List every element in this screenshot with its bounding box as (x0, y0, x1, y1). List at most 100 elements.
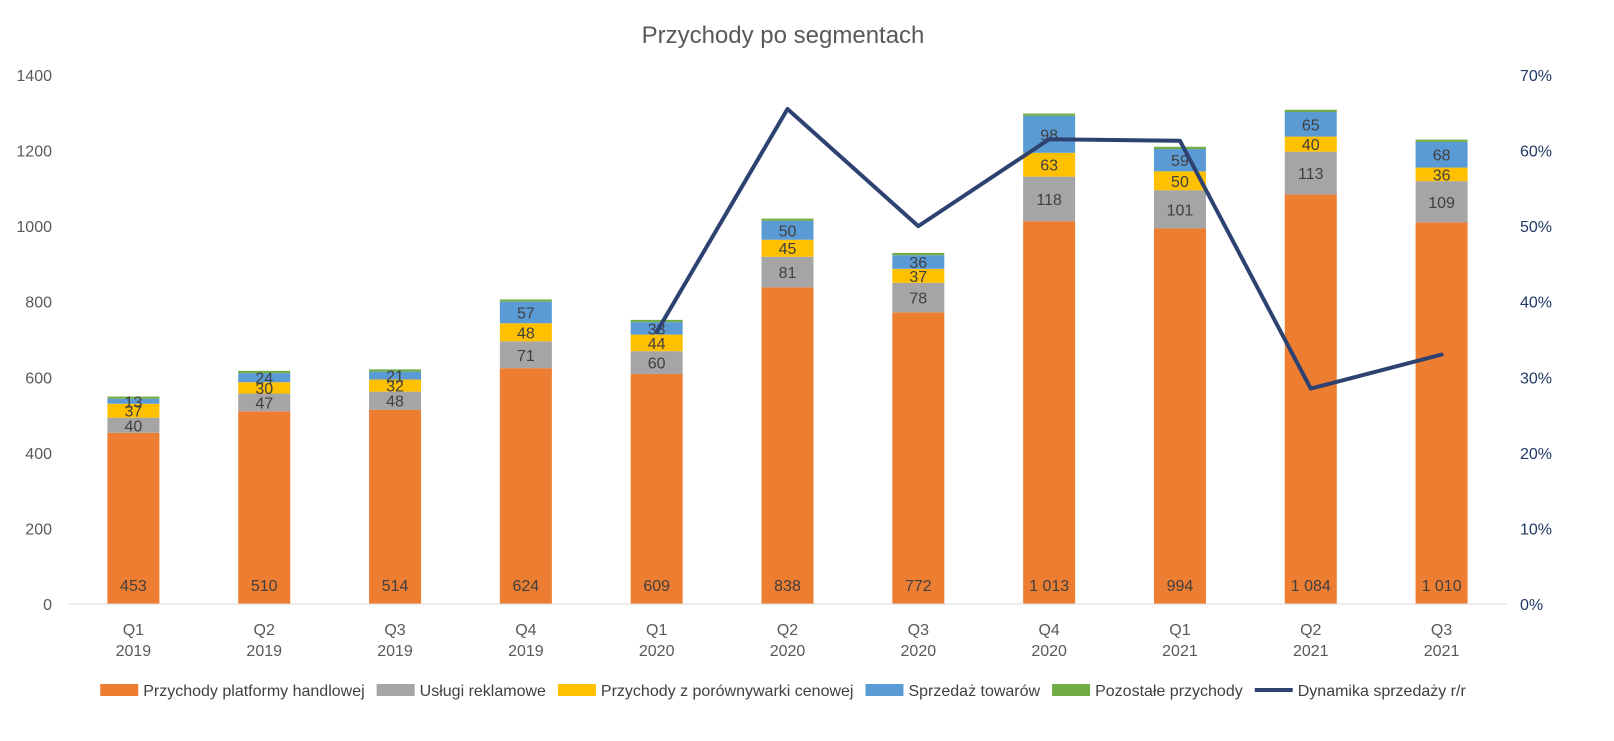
legend-swatch (100, 684, 139, 696)
bar-data-label: 994 (1167, 578, 1194, 595)
right-axis-tick-label: 70% (1520, 68, 1552, 85)
bar-data-label: 609 (643, 578, 670, 595)
bar-segment (1415, 139, 1468, 142)
bar-data-label: 624 (513, 578, 540, 595)
legend-label: Przychody z porównywarki cenowej (601, 683, 854, 700)
bar-segment (892, 312, 945, 604)
x-axis-year-label: 2019 (246, 643, 282, 660)
bar-segment (761, 256, 814, 288)
bar-segment (107, 398, 160, 404)
bar-data-label: 1 010 (1422, 578, 1462, 595)
bar-segment (1153, 171, 1206, 191)
left-axis-tick-label: 1000 (16, 219, 52, 236)
x-axis-year-label: 2020 (901, 643, 937, 660)
bar-data-label: 1 013 (1029, 578, 1069, 595)
left-axis-tick-label: 400 (25, 446, 52, 463)
right-axis-tick-label: 10% (1520, 521, 1552, 538)
bar-segment (761, 239, 814, 257)
x-axis-year-label: 2020 (639, 643, 675, 660)
right-axis-tick-label: 0% (1520, 597, 1543, 614)
bar-data-label: 24 (255, 371, 273, 388)
x-axis-quarter-label: Q4 (1038, 622, 1059, 639)
bar-data-label: 101 (1167, 202, 1194, 219)
x-axis-quarter-label: Q1 (1169, 622, 1190, 639)
legend-swatch (376, 684, 415, 696)
bar-segment (238, 393, 291, 412)
bar-segment (1153, 228, 1206, 604)
x-axis-year-label: 2020 (770, 643, 806, 660)
bar-segment (761, 220, 814, 240)
right-axis-tick-label: 40% (1520, 295, 1552, 312)
bar-segment (630, 319, 683, 323)
bar-segment (369, 371, 422, 380)
bar-data-label: 48 (517, 325, 535, 342)
legend: Przychody platformy handlowej Usługi rekl… (100, 683, 1466, 700)
bar-data-label: 36 (1433, 167, 1451, 184)
bar-data-label: 1 084 (1291, 578, 1331, 595)
bar-segment (1415, 141, 1468, 168)
bar-data-label: 510 (251, 578, 278, 595)
left-axis-tick-label: 1400 (16, 68, 52, 85)
bar-segment (499, 301, 552, 324)
x-axis-quarter-label: Q2 (254, 622, 275, 639)
chart-title: Przychody po segmentach (642, 22, 925, 49)
bar-data-label: 60 (648, 356, 666, 373)
bar-segment (1153, 146, 1206, 150)
bar-data-label: 37 (125, 404, 143, 421)
bar-segment (630, 334, 683, 352)
right-axis-tick-label: 50% (1520, 219, 1552, 236)
bar-data-label: 40 (125, 418, 143, 435)
bar-segment (761, 287, 814, 604)
bar-segment (1023, 221, 1076, 604)
bar-segment (499, 368, 552, 604)
x-axis-year-label: 2019 (508, 643, 544, 660)
bar-segment (369, 369, 422, 372)
x-axis-year-label: 2021 (1293, 643, 1329, 660)
legend-label: Usługi reklamowe (420, 683, 546, 700)
bar-segment (1023, 152, 1076, 177)
x-axis-year-label: 2019 (116, 643, 152, 660)
bar-data-label: 113 (1298, 166, 1324, 183)
growth-line (654, 107, 1444, 391)
bar-segment (892, 255, 945, 269)
legend-label: Sprzedaż towarów (908, 683, 1040, 700)
left-axis-tick-label: 800 (25, 295, 52, 312)
bar-data-label: 68 (1433, 148, 1451, 165)
legend-label: Dynamika sprzedaży r/r (1298, 683, 1467, 700)
bar-data-label: 48 (386, 394, 404, 411)
bar-data-label: 50 (779, 223, 797, 240)
x-axis-year-label: 2021 (1424, 643, 1460, 660)
bar-segment (1415, 167, 1468, 182)
left-axis-tick-label: 200 (25, 521, 52, 538)
bar-segment (1284, 151, 1337, 195)
x-axis-quarter-label: Q3 (1431, 622, 1452, 639)
x-axis-quarter-label: Q1 (646, 622, 667, 639)
bar-segment (1023, 113, 1076, 116)
left-y-axis: 0 200 400 600 800 1000 1200 1400 (16, 68, 52, 614)
bar-segment (238, 373, 291, 383)
bar-data-label: 838 (774, 578, 801, 595)
bar-segment (1415, 181, 1468, 223)
stacked-bars (107, 109, 1468, 604)
bar-segment (892, 282, 945, 313)
bar-segment (107, 417, 160, 433)
bar-data-label: 71 (517, 348, 535, 365)
bar-data-label: 772 (905, 578, 932, 595)
x-axis-year-label: 2021 (1162, 643, 1198, 660)
bar-segment (1153, 190, 1206, 229)
bar-segment (892, 252, 945, 256)
bar-data-label: 78 (909, 291, 927, 308)
right-axis-tick-label: 60% (1520, 144, 1552, 161)
bar-data-label: 514 (382, 578, 409, 595)
bar-data-label: 118 (1036, 192, 1062, 209)
bar-segment (1284, 109, 1337, 113)
right-axis-tick-label: 30% (1520, 370, 1552, 387)
bar-segment (1023, 176, 1076, 222)
bar-segment (1284, 136, 1337, 152)
legend-swatch (1052, 684, 1091, 696)
bar-data-label: 59 (1171, 153, 1189, 170)
bar-segment (369, 409, 422, 604)
bar-data-label: 37 (909, 269, 927, 286)
bar-segment (369, 391, 422, 410)
x-axis-quarter-label: Q4 (515, 622, 536, 639)
